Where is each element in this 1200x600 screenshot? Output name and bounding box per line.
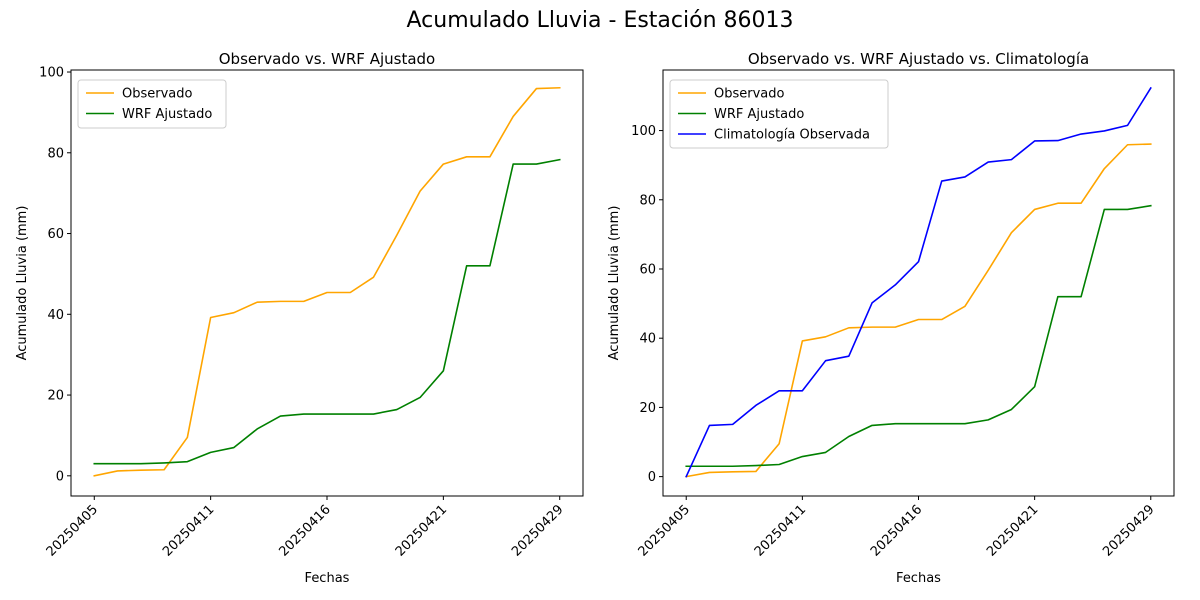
x-tick-label: 20250411 (752, 502, 809, 559)
legend: Observado WRF Ajustado Climatología Observ… (669, 79, 889, 149)
x-axis-label: Fechas (305, 571, 350, 586)
legend-box (669, 79, 889, 149)
y-tick-label: 0 (56, 469, 64, 484)
legend-label-2: WRF Ajustado (122, 107, 212, 122)
legend-label-2: WRF Ajustado (714, 107, 804, 122)
x-tick-label: 20250405 (636, 502, 693, 559)
left-chart: 0 20 40 60 80 100 20250405 20250411 20250416 2025… (15, 50, 584, 586)
axes-frame (70, 69, 584, 497)
y-tick-label: 40 (47, 308, 64, 323)
x-tick-label: 20250416 (276, 502, 333, 559)
legend-label-1: Observado (122, 87, 193, 102)
y-tick-label: 40 (639, 332, 656, 347)
y-tick-label: 20 (47, 389, 64, 404)
y-tick-label: 100 (39, 66, 64, 81)
legend-label-3: Climatología Observada (714, 128, 870, 143)
y-tick-label: 100 (631, 124, 656, 139)
y-axis-label: Acumulado Lluvia (mm) (607, 206, 622, 361)
y-tick-label: 20 (639, 401, 656, 416)
x-tick-label: 20250405 (44, 502, 101, 559)
y-tick-label: 60 (47, 227, 64, 242)
y-tick-label: 60 (639, 262, 656, 277)
chart-title: Observado vs. WRF Ajustado (219, 50, 435, 68)
x-tick-label: 20250421 (393, 502, 450, 559)
y-tick-label: 80 (639, 193, 656, 208)
series-line-3 (685, 86, 1152, 478)
x-tick-label: 20250429 (1100, 502, 1157, 559)
series-line-2 (685, 204, 1152, 468)
x-tick-label: 20250411 (160, 502, 217, 559)
legend: Observado WRF Ajustado (77, 79, 227, 129)
legend-label-1: Observado (714, 87, 785, 102)
x-tick-label: 20250416 (868, 502, 925, 559)
x-axis-label: Fechas (896, 571, 941, 586)
y-tick-label: 80 (47, 146, 64, 161)
series-line-1 (93, 86, 561, 477)
figure-title: Acumulado Lluvia - Estación 86013 (406, 8, 794, 33)
chart-title: Observado vs. WRF Ajustado vs. Climatolo… (748, 50, 1089, 68)
y-axis-label: Acumulado Lluvia (mm) (15, 206, 30, 361)
legend-box (77, 79, 227, 129)
right-chart: 0 20 40 60 80 100 20250405 20250411 20250416 2025… (607, 50, 1175, 586)
series-line-1 (685, 143, 1152, 478)
series-line-2 (93, 158, 561, 465)
x-tick-label: 20250421 (984, 502, 1041, 559)
y-tick-label: 0 (648, 470, 656, 485)
x-tick-label: 20250429 (509, 502, 566, 559)
